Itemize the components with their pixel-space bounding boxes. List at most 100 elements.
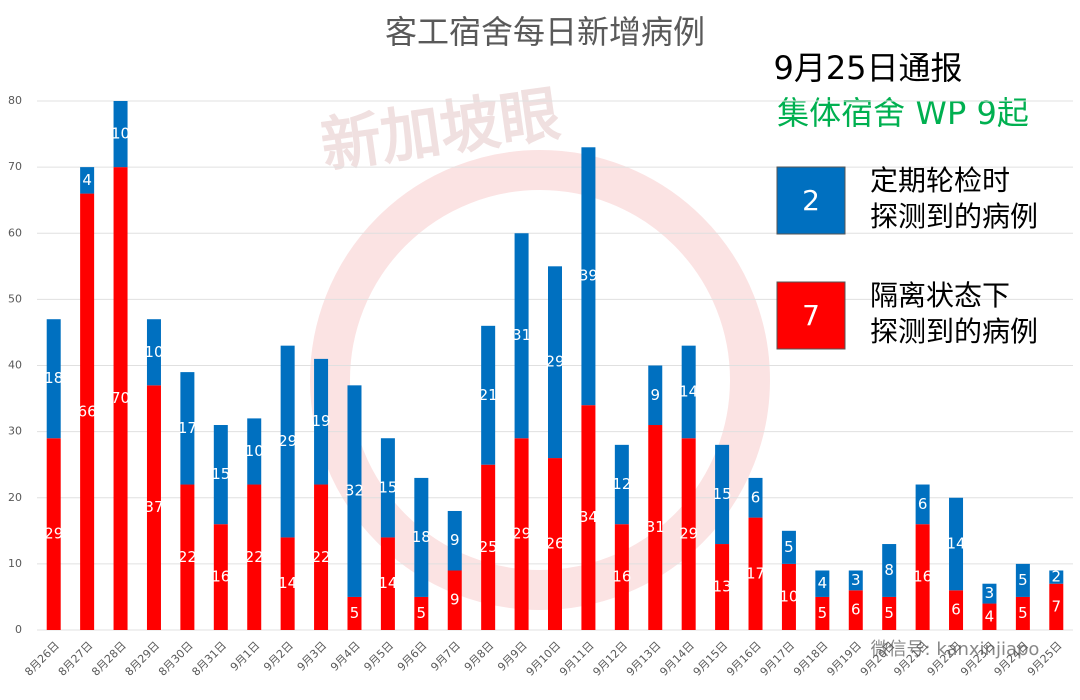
x-tick-label: 9月5日 bbox=[361, 639, 396, 674]
bar-segment bbox=[681, 438, 696, 630]
bar-segment bbox=[614, 524, 629, 630]
x-tick-label: 9月10日 bbox=[524, 639, 564, 679]
data-label: 16 bbox=[211, 568, 230, 586]
x-tick-label: 9月19日 bbox=[824, 639, 864, 679]
y-tick-label: 30 bbox=[8, 425, 22, 438]
data-label: 18 bbox=[44, 369, 63, 387]
data-label: 14 bbox=[679, 382, 698, 400]
data-label: 37 bbox=[144, 498, 163, 516]
data-label: 29 bbox=[512, 525, 531, 543]
data-label: 6 bbox=[851, 601, 861, 619]
x-tick-label: 9月16日 bbox=[724, 639, 764, 679]
bar-segment bbox=[514, 438, 529, 630]
bar-segment bbox=[380, 537, 395, 630]
bar-segment bbox=[447, 570, 462, 630]
data-label: 10 bbox=[111, 125, 130, 143]
bar-segment bbox=[815, 570, 830, 597]
bar-segment bbox=[848, 570, 863, 591]
data-label: 22 bbox=[312, 548, 331, 566]
x-tick-label: 8月31日 bbox=[189, 639, 229, 679]
bar-segment bbox=[982, 603, 997, 630]
data-label: 12 bbox=[612, 475, 631, 493]
data-label: 6 bbox=[918, 495, 928, 513]
y-tick-label: 50 bbox=[8, 292, 22, 305]
x-tick-label: 8月26日 bbox=[22, 639, 62, 679]
bar-segment bbox=[781, 563, 796, 630]
data-label: 5 bbox=[884, 604, 894, 622]
data-label: 15 bbox=[211, 465, 230, 483]
bar-segment bbox=[80, 193, 95, 630]
data-label: 14 bbox=[378, 574, 397, 592]
bar-segment bbox=[146, 385, 161, 630]
bar-segment bbox=[247, 484, 262, 630]
x-tick-label: 8月27日 bbox=[56, 639, 96, 679]
data-label: 5 bbox=[1018, 604, 1028, 622]
data-label: 10 bbox=[144, 343, 163, 361]
x-tick-label: 9月3日 bbox=[295, 639, 330, 674]
data-label: 6 bbox=[951, 601, 961, 619]
bar-segment bbox=[915, 484, 930, 525]
data-label: 31 bbox=[646, 518, 665, 536]
bar-segment bbox=[380, 438, 395, 538]
data-label: 29 bbox=[44, 525, 63, 543]
bar-segment bbox=[1015, 596, 1030, 630]
data-label: 26 bbox=[545, 535, 564, 553]
bar-segment bbox=[146, 319, 161, 386]
bar-segment bbox=[882, 596, 897, 630]
data-label: 34 bbox=[579, 508, 598, 526]
bar-segment bbox=[314, 484, 329, 630]
chart-title: 客工宿舍每日新增病例 bbox=[385, 13, 705, 51]
annotation: 9月25日通报 bbox=[773, 49, 962, 87]
bar-segment bbox=[280, 537, 295, 630]
data-label: 39 bbox=[579, 267, 598, 285]
bar-segment bbox=[46, 319, 61, 439]
data-label: 19 bbox=[312, 412, 331, 430]
legend-label: 定期轮检时 探测到的病例 bbox=[870, 164, 1039, 233]
bar-segment bbox=[915, 524, 930, 630]
x-tick-label: 9月14日 bbox=[657, 639, 697, 679]
bar-segment bbox=[614, 444, 629, 525]
data-label: 25 bbox=[479, 538, 498, 556]
bar-segment bbox=[46, 438, 61, 630]
bar-segment bbox=[581, 147, 596, 406]
bar-segment bbox=[648, 365, 663, 426]
bar-segment bbox=[213, 524, 228, 630]
bar-segment bbox=[113, 101, 128, 168]
y-tick-label: 10 bbox=[8, 557, 22, 570]
bar-segment bbox=[715, 444, 730, 545]
data-label: 4 bbox=[818, 574, 828, 592]
legend-count: 2 bbox=[802, 184, 820, 217]
bar-segment bbox=[648, 425, 663, 630]
legend-swatch bbox=[776, 166, 846, 235]
bar-segment bbox=[748, 477, 763, 518]
x-tick-label: 8月28日 bbox=[89, 639, 129, 679]
bar-segment bbox=[748, 517, 763, 630]
data-label: 4 bbox=[82, 171, 92, 189]
data-label: 29 bbox=[679, 525, 698, 543]
y-tick-label: 0 bbox=[15, 623, 22, 636]
bar-segment bbox=[314, 358, 329, 485]
data-label: 8 bbox=[884, 561, 894, 579]
y-tick-label: 40 bbox=[8, 359, 22, 372]
data-label: 5 bbox=[818, 604, 828, 622]
bar-segment bbox=[815, 596, 830, 630]
data-label: 5 bbox=[350, 604, 360, 622]
bar-segment bbox=[280, 345, 295, 538]
bar-segment bbox=[949, 590, 964, 630]
bar-segment bbox=[949, 497, 964, 591]
y-tick-label: 60 bbox=[8, 226, 22, 239]
x-tick-label: 9月13日 bbox=[624, 639, 664, 679]
data-label: 22 bbox=[245, 548, 264, 566]
bar-segment bbox=[347, 385, 362, 597]
x-tick-label: 9月8日 bbox=[462, 639, 497, 674]
bar-segment bbox=[113, 167, 128, 630]
data-label: 3 bbox=[851, 571, 861, 589]
watermark: 微信号: kanxinjiapo bbox=[871, 639, 1040, 660]
bar-segment bbox=[548, 458, 562, 630]
data-label: 70 bbox=[111, 389, 130, 407]
data-label: 15 bbox=[378, 478, 397, 496]
bar-segment bbox=[581, 405, 596, 630]
data-label: 18 bbox=[412, 528, 431, 546]
x-tick-label: 9月1日 bbox=[228, 639, 263, 674]
